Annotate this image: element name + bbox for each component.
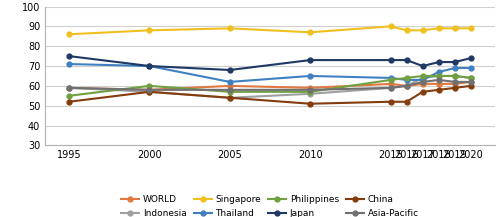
WORLD [66, 87, 72, 89]
Thailand [146, 65, 152, 67]
Asia-Pacific [420, 81, 426, 83]
China [420, 90, 426, 93]
Thailand [66, 63, 72, 65]
Thailand [388, 77, 394, 79]
WORLD [307, 87, 313, 89]
Thailand [404, 79, 409, 81]
Indonesia [452, 75, 458, 77]
Indonesia [436, 75, 442, 77]
Indonesia [227, 97, 233, 99]
Line: Philippines: Philippines [66, 74, 474, 98]
China [307, 102, 313, 105]
China [436, 89, 442, 91]
Japan [66, 55, 72, 58]
Singapore [227, 27, 233, 30]
Asia-Pacific [388, 87, 394, 89]
Asia-Pacific [452, 81, 458, 83]
Indonesia [146, 90, 152, 93]
Indonesia [66, 87, 72, 89]
WORLD [452, 83, 458, 85]
Philippines [468, 77, 474, 79]
Japan [436, 61, 442, 63]
China [404, 100, 409, 103]
Indonesia [420, 77, 426, 79]
China [452, 87, 458, 89]
Thailand [468, 67, 474, 69]
Philippines [452, 75, 458, 77]
Philippines [436, 75, 442, 77]
Japan [307, 59, 313, 61]
Japan [420, 65, 426, 67]
China [227, 97, 233, 99]
Line: Asia-Pacific: Asia-Pacific [66, 77, 474, 92]
Japan [227, 69, 233, 71]
Singapore [436, 27, 442, 30]
Singapore [468, 27, 474, 30]
WORLD [388, 83, 394, 85]
Singapore [388, 25, 394, 28]
WORLD [146, 89, 152, 91]
Philippines [307, 90, 313, 93]
Asia-Pacific [146, 89, 152, 91]
WORLD [227, 85, 233, 87]
Singapore [404, 29, 409, 32]
Philippines [404, 77, 409, 79]
Japan [388, 59, 394, 61]
Indonesia [468, 77, 474, 79]
Japan [452, 61, 458, 63]
China [388, 100, 394, 103]
Line: Indonesia: Indonesia [66, 74, 474, 100]
Asia-Pacific [468, 81, 474, 83]
Japan [146, 65, 152, 67]
Singapore [420, 29, 426, 32]
Thailand [452, 67, 458, 69]
China [146, 90, 152, 93]
Singapore [452, 27, 458, 30]
WORLD [420, 83, 426, 85]
Singapore [307, 31, 313, 34]
WORLD [436, 83, 442, 85]
Indonesia [388, 87, 394, 89]
Philippines [420, 75, 426, 77]
Japan [468, 57, 474, 59]
WORLD [468, 81, 474, 83]
Indonesia [404, 85, 409, 87]
Line: WORLD: WORLD [66, 79, 474, 92]
Philippines [227, 90, 233, 93]
Line: Thailand: Thailand [66, 62, 474, 84]
Philippines [146, 85, 152, 87]
Line: Japan: Japan [66, 54, 474, 72]
Philippines [388, 79, 394, 81]
Thailand [436, 71, 442, 73]
Line: China: China [66, 84, 474, 106]
WORLD [404, 85, 409, 87]
Indonesia [307, 92, 313, 95]
Asia-Pacific [404, 85, 409, 87]
Thailand [307, 75, 313, 77]
Thailand [420, 79, 426, 81]
Asia-Pacific [307, 89, 313, 91]
Asia-Pacific [66, 87, 72, 89]
Philippines [66, 94, 72, 97]
China [66, 100, 72, 103]
Japan [404, 59, 409, 61]
Singapore [146, 29, 152, 32]
Asia-Pacific [227, 89, 233, 91]
Asia-Pacific [436, 79, 442, 81]
Line: Singapore: Singapore [66, 24, 474, 37]
China [468, 85, 474, 87]
Legend: WORLD, Indonesia, Singapore, Thailand, Philippines, Japan, China, Asia-Pacific: WORLD, Indonesia, Singapore, Thailand, P… [118, 192, 422, 217]
Singapore [66, 33, 72, 36]
Thailand [227, 81, 233, 83]
